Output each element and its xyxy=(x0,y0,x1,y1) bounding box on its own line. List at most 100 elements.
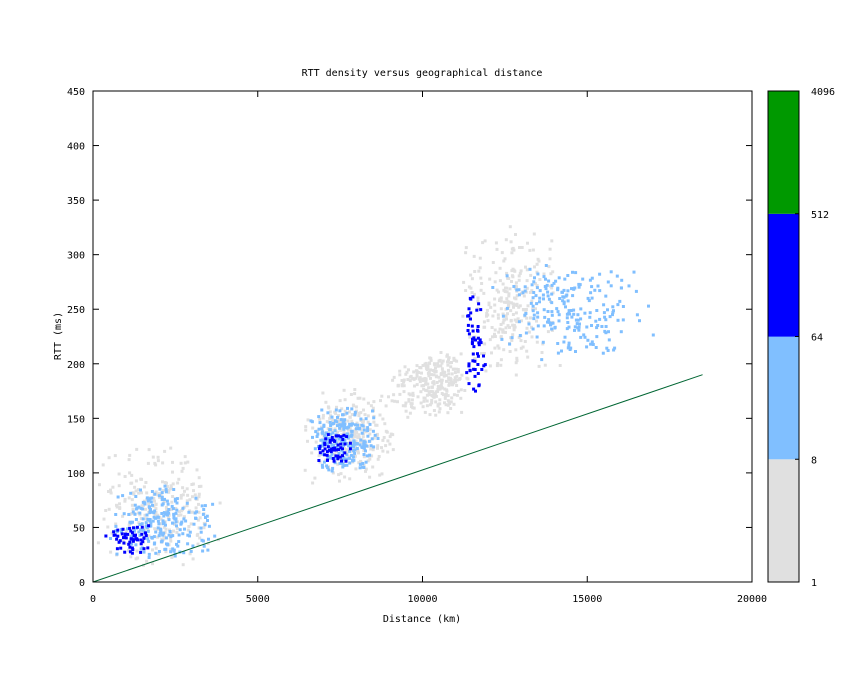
heatmap-cell-medium xyxy=(153,492,157,496)
heatmap-cell-light xyxy=(330,429,334,433)
heatmap-cell-medium xyxy=(540,358,544,362)
heatmap-cell-light xyxy=(437,375,441,379)
heatmap-cell-medium xyxy=(366,426,370,430)
heatmap-cell-medium xyxy=(362,446,366,450)
heatmap-cell-medium xyxy=(157,494,161,498)
heatmap-cell-high xyxy=(341,454,344,458)
heatmap-cell-high xyxy=(476,352,479,356)
heatmap-cell-medium xyxy=(544,287,548,291)
heatmap-cell-light xyxy=(415,374,419,378)
heatmap-cell-medium xyxy=(546,320,549,324)
heatmap-cell-light xyxy=(157,552,160,556)
heatmap-cell-medium xyxy=(562,295,566,299)
heatmap-cell-light xyxy=(434,374,438,378)
y-tick-label: 100 xyxy=(67,469,85,480)
heatmap-cell-light xyxy=(526,304,530,308)
heatmap-cell-light xyxy=(183,489,186,493)
heatmap-cell-medium xyxy=(201,539,205,543)
heatmap-cell-light xyxy=(501,312,505,316)
heatmap-cell-medium xyxy=(145,526,149,530)
heatmap-cell-medium xyxy=(137,505,141,509)
heatmap-cell-medium xyxy=(353,441,356,445)
heatmap-cell-light xyxy=(160,537,164,541)
colorbar-band xyxy=(768,91,799,214)
heatmap-cell-light xyxy=(157,492,161,496)
heatmap-cell-medium xyxy=(534,294,538,298)
heatmap-cell-light xyxy=(354,405,358,409)
heatmap-cell-light xyxy=(446,411,450,415)
heatmap-cell-light xyxy=(420,384,424,388)
heatmap-cell-high xyxy=(339,435,343,439)
heatmap-cell-high xyxy=(477,302,481,306)
heatmap-cell-medium xyxy=(326,455,330,459)
heatmap-cell-medium xyxy=(562,288,566,292)
heatmap-cell-light xyxy=(372,400,376,404)
heatmap-cell-medium xyxy=(562,340,566,344)
heatmap-cell-medium xyxy=(556,310,560,314)
heatmap-cell-medium xyxy=(205,514,209,518)
heatmap-cell-medium xyxy=(601,351,605,355)
heatmap-cell-light xyxy=(159,517,163,521)
heatmap-cell-medium xyxy=(555,307,559,311)
heatmap-cell-medium xyxy=(361,462,365,465)
heatmap-cell-medium xyxy=(342,427,346,431)
heatmap-cell-medium xyxy=(621,318,625,322)
heatmap-cell-high xyxy=(128,526,132,530)
heatmap-cell-high xyxy=(341,438,345,441)
heatmap-cell-light xyxy=(218,501,222,505)
heatmap-cell-light xyxy=(452,356,456,360)
heatmap-cell-medium xyxy=(362,453,366,456)
heatmap-cell-medium xyxy=(627,284,631,288)
heatmap-cell-medium xyxy=(140,522,144,526)
heatmap-cell-light xyxy=(522,308,526,312)
heatmap-cell-light xyxy=(429,358,433,362)
heatmap-cell-medium xyxy=(343,457,346,461)
heatmap-cell-light xyxy=(550,239,554,243)
heatmap-cell-medium xyxy=(557,313,561,317)
heatmap-cell-medium xyxy=(372,416,376,420)
heatmap-cell-light xyxy=(354,439,358,443)
heatmap-cell-high xyxy=(466,329,470,332)
heatmap-cell-light xyxy=(347,410,351,414)
heatmap-cell-medium xyxy=(126,527,129,531)
heatmap-cell-high xyxy=(344,459,348,463)
heatmap-cell-light xyxy=(530,299,534,303)
heatmap-cell-medium xyxy=(325,464,329,468)
heatmap-cell-light xyxy=(441,393,445,397)
heatmap-cell-light xyxy=(452,393,456,397)
heatmap-cell-medium xyxy=(114,524,118,528)
heatmap-cell-light xyxy=(362,463,366,467)
heatmap-cell-light xyxy=(113,454,117,458)
heatmap-cell-light xyxy=(342,388,346,392)
heatmap-cell-medium xyxy=(346,406,349,410)
y-tick-label: 0 xyxy=(79,578,85,589)
heatmap-cell-light xyxy=(197,485,201,488)
heatmap-cell-medium xyxy=(145,513,149,517)
heatmap-cell-light xyxy=(509,240,513,244)
heatmap-cell-light xyxy=(109,491,113,495)
heatmap-cell-light xyxy=(191,510,195,514)
heatmap-cell-light xyxy=(525,279,529,283)
heatmap-cell-medium xyxy=(585,345,589,349)
heatmap-cell-medium xyxy=(607,338,611,342)
heatmap-cell-high xyxy=(472,387,476,391)
heatmap-cell-light xyxy=(488,338,492,342)
heatmap-cell-light xyxy=(504,314,508,318)
heatmap-cell-light xyxy=(304,425,308,429)
heatmap-cell-light xyxy=(422,399,426,403)
heatmap-cell-light xyxy=(430,398,434,402)
heatmap-cell-light xyxy=(511,323,515,327)
heatmap-cell-medium xyxy=(172,488,176,491)
heatmap-cell-light xyxy=(525,326,529,330)
heatmap-cell-light xyxy=(369,447,373,451)
heatmap-cell-medium xyxy=(621,305,625,308)
heatmap-cell-light xyxy=(164,550,168,554)
heatmap-cell-medium xyxy=(171,534,175,538)
heatmap-cell-medium xyxy=(573,328,576,332)
heatmap-cell-medium xyxy=(505,306,509,310)
heatmap-cell-light xyxy=(136,488,140,492)
heatmap-cell-light xyxy=(357,461,361,465)
heatmap-cell-light xyxy=(185,499,189,503)
heatmap-cell-medium xyxy=(574,318,578,322)
heatmap-cell-medium xyxy=(202,544,206,548)
